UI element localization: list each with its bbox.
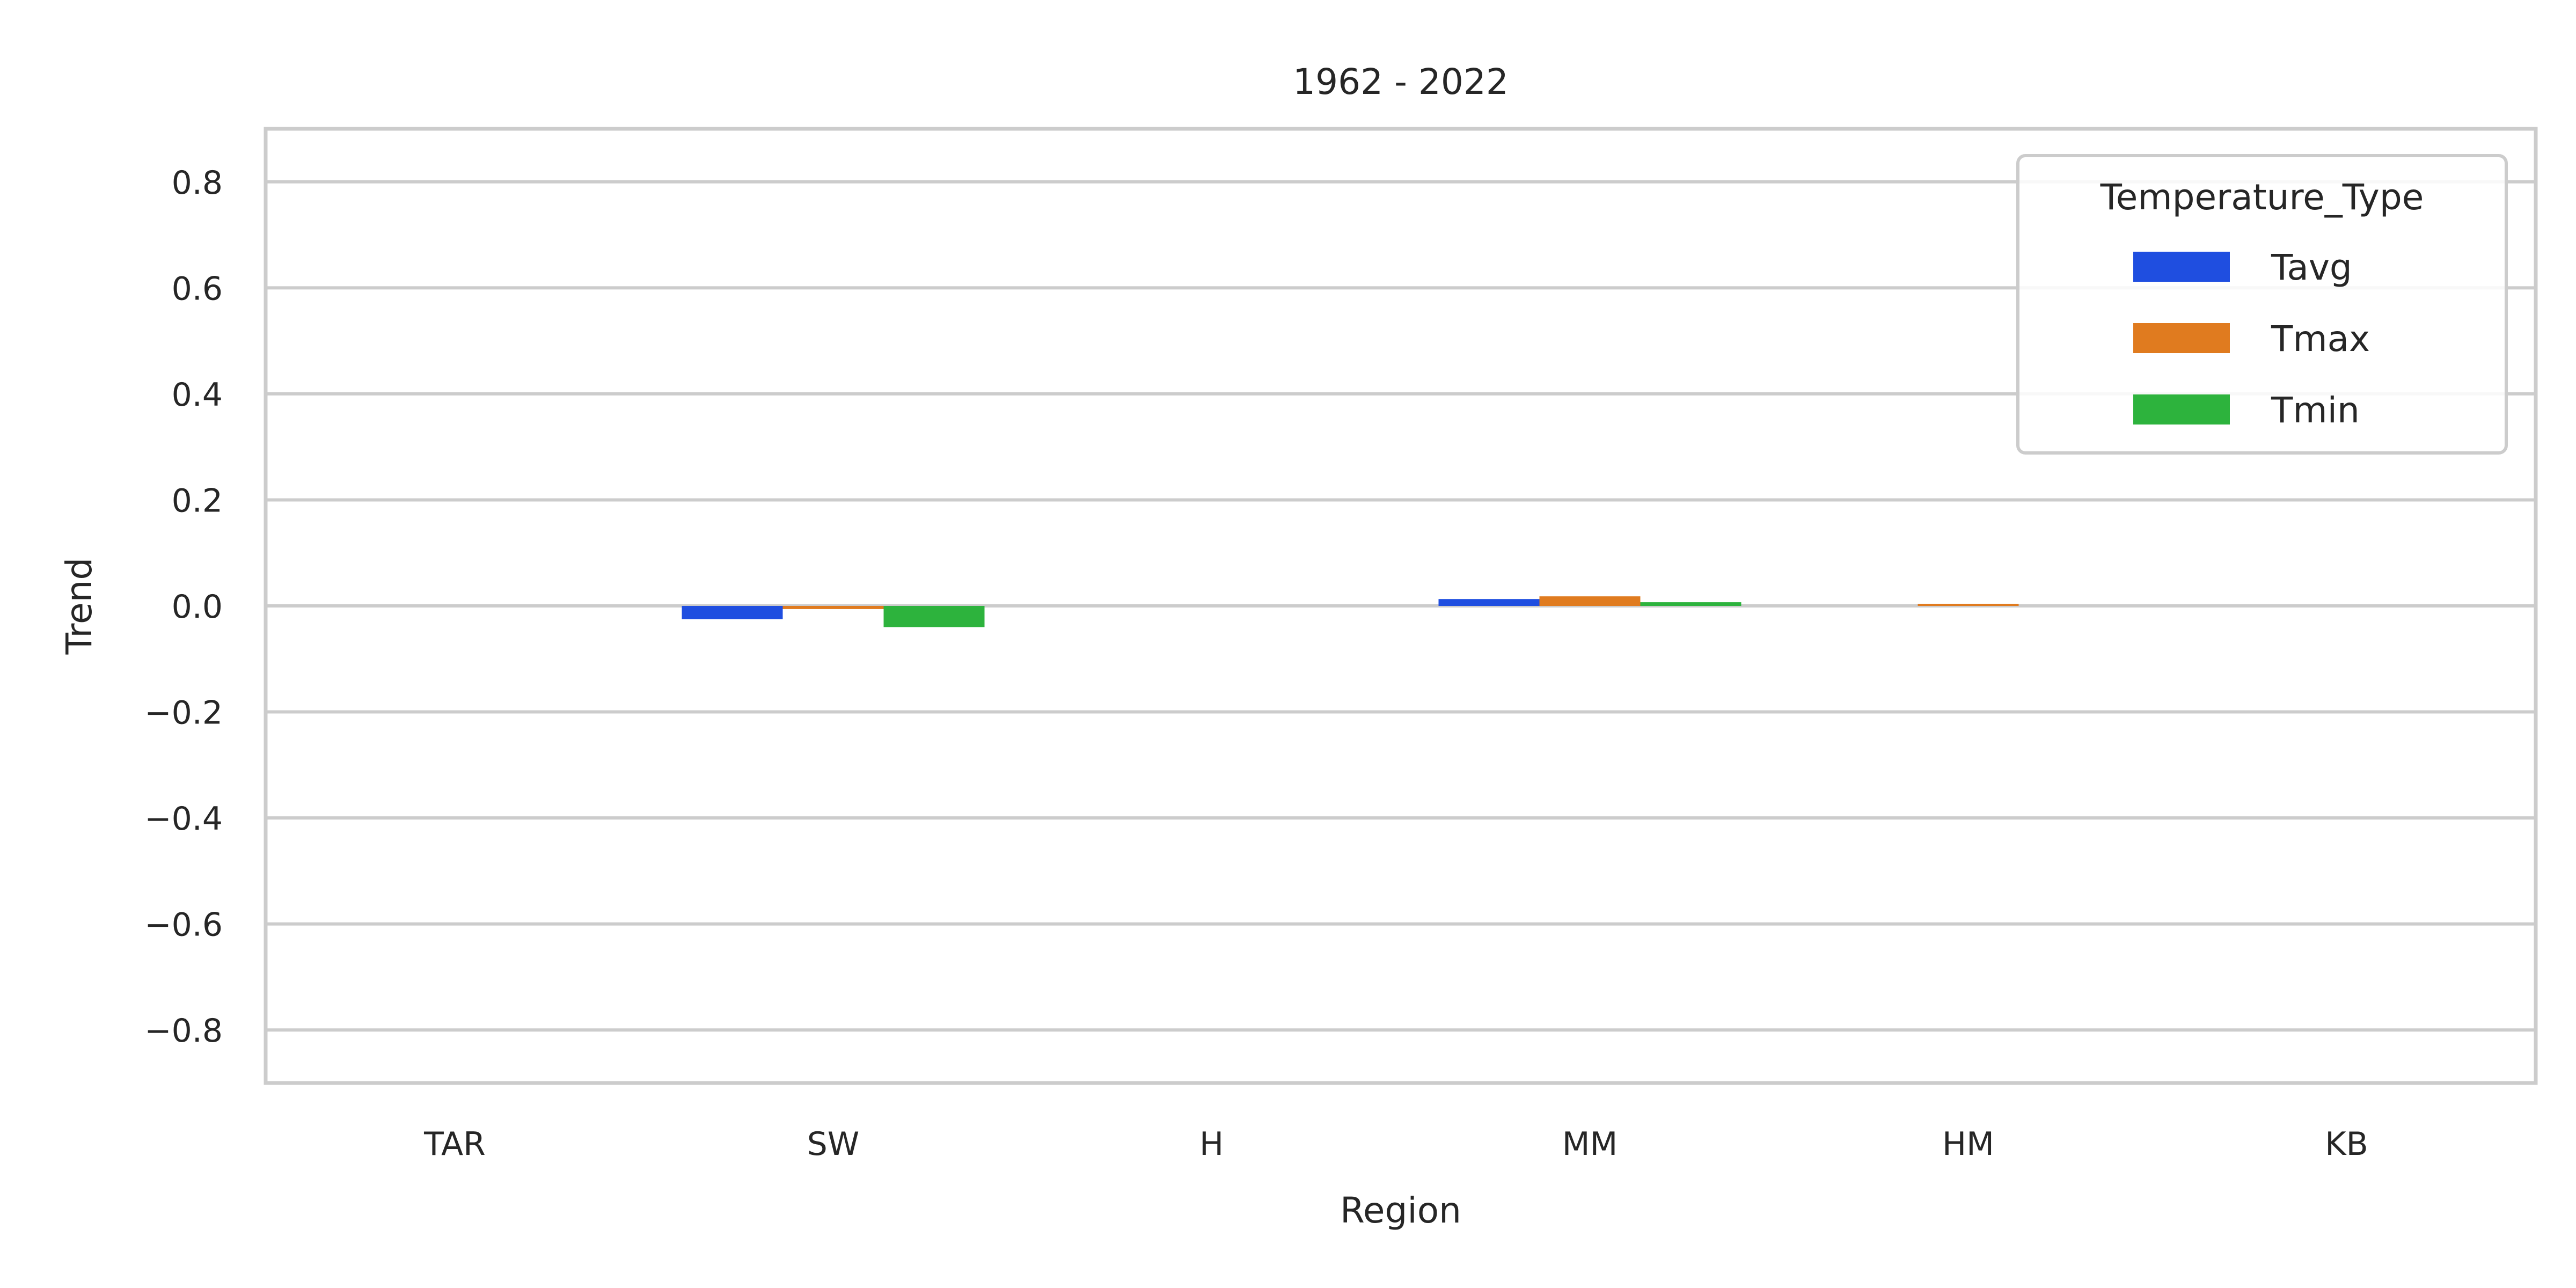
x-tick-label: TAR bbox=[423, 1125, 486, 1163]
y-tick-label: −0.2 bbox=[144, 694, 223, 732]
legend-box bbox=[2016, 154, 2508, 455]
x-tick-labels: TAR SW H MM HM KB bbox=[423, 1125, 2368, 1163]
y-tick-label: −0.6 bbox=[144, 906, 223, 944]
legend-swatch-tmin bbox=[2133, 394, 2230, 425]
y-tick-label: −0.8 bbox=[144, 1012, 223, 1050]
y-tick-label: −0.4 bbox=[144, 800, 223, 838]
plot-frame bbox=[264, 127, 2538, 1085]
bar-tmax-mm bbox=[1539, 596, 1641, 606]
bar-tavg-mm bbox=[1438, 599, 1540, 606]
x-tick-label: KB bbox=[2325, 1125, 2368, 1163]
x-tick-label: HM bbox=[1942, 1125, 1994, 1163]
legend-swatch-tmax bbox=[2133, 323, 2230, 353]
legend-swatch-tavg bbox=[2133, 252, 2230, 282]
bar-tmax-hm bbox=[1918, 604, 2019, 606]
y-tick-label: 0.2 bbox=[172, 482, 223, 519]
y-tick-label: 0.4 bbox=[172, 376, 223, 414]
legend: Temperature_Type Tavg Tmax Tmin bbox=[2016, 154, 2508, 455]
x-tick-label: MM bbox=[1562, 1125, 1618, 1163]
y-tick-label: 0.0 bbox=[172, 588, 223, 626]
bar-tmin-sw bbox=[883, 606, 985, 627]
y-tick-label: 0.6 bbox=[172, 270, 223, 308]
bar-tavg-sw bbox=[682, 606, 783, 619]
bar-tmax-sw bbox=[782, 606, 884, 609]
chart-title: 1962 - 2022 bbox=[1293, 61, 1509, 103]
bars bbox=[682, 596, 2019, 627]
legend-label-tavg: Tavg bbox=[2271, 247, 2352, 288]
bar-tmin-mm bbox=[1640, 602, 1741, 606]
y-tick-label: 0.8 bbox=[172, 164, 223, 202]
legend-items: Tavg Tmax Tmin bbox=[2133, 247, 2370, 431]
x-tick-label: SW bbox=[807, 1125, 859, 1163]
y-tick-labels: −0.8 −0.6 −0.4 −0.2 0.0 0.2 0.4 0.6 0.8 bbox=[144, 164, 223, 1050]
legend-label-tmin: Tmin bbox=[2271, 390, 2360, 431]
legend-title: Temperature_Type bbox=[2100, 177, 2424, 218]
x-axis-label: Region bbox=[1340, 1190, 1461, 1231]
y-axis-label: Trend bbox=[58, 558, 100, 655]
legend-label-tmax: Tmax bbox=[2271, 318, 2370, 360]
x-tick-label: H bbox=[1199, 1125, 1224, 1163]
